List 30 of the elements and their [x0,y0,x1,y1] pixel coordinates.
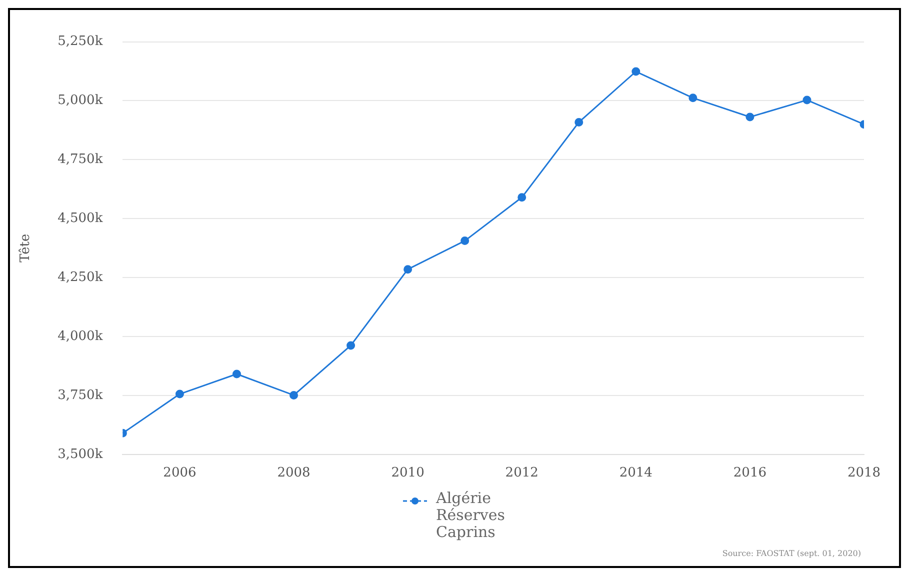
y-tick-label: 3,750k [58,388,103,403]
point [346,341,356,350]
point [802,96,812,104]
x-tick-label: 2006 [163,466,196,481]
point [574,118,584,126]
x-tick-label: 2018 [847,466,881,481]
x-tick-label: 2008 [277,466,310,481]
point [404,265,412,274]
point [518,193,526,202]
y-tick-label: 5,000k [58,93,103,108]
point [460,236,470,246]
y-tick-label: 3,500k [58,446,103,462]
source-note: Source: FAOSTAT (sept. 01, 2020) [722,549,861,558]
point [688,94,698,102]
y-tick-label: 4,750k [58,152,103,168]
point [290,390,298,400]
point [632,67,640,76]
y-tick-label: 4,000k [58,328,103,344]
x-tick-label: 2012 [505,466,538,481]
x-tick-label: 2016 [733,466,766,481]
point [175,390,184,398]
point [232,370,241,378]
legend-label: Algérie Réserves Caprins [436,489,505,541]
x-tick-label: 2010 [391,466,424,481]
y-tick-label: 4,500k [58,211,103,226]
y-tick-label: 5,250k [58,34,103,50]
x-tick-label: 2014 [619,466,652,481]
point [746,112,754,122]
y-tick-label: 4,250k [58,270,103,285]
y-axis-title: Tête [18,233,34,262]
